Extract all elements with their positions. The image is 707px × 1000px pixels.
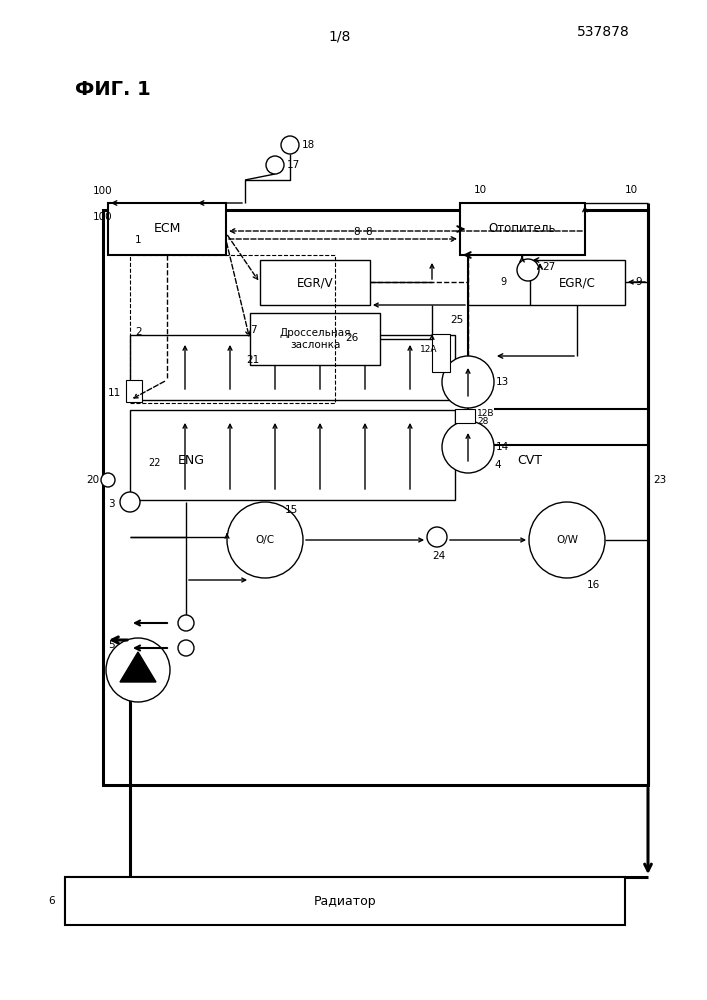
Bar <box>130 410 455 500</box>
Bar <box>530 260 625 305</box>
Text: 12A: 12A <box>420 346 438 355</box>
Text: 24: 24 <box>432 551 445 561</box>
Bar <box>455 409 475 423</box>
Circle shape <box>517 259 539 281</box>
Text: 9: 9 <box>635 277 642 287</box>
Text: ECM: ECM <box>153 223 181 235</box>
Circle shape <box>427 527 447 547</box>
Text: 7: 7 <box>250 325 257 335</box>
Circle shape <box>178 640 194 656</box>
Text: ФИГ. 1: ФИГ. 1 <box>75 80 151 99</box>
Text: EGR/V: EGR/V <box>297 276 333 289</box>
Text: 100: 100 <box>93 186 112 196</box>
Text: 12B: 12B <box>477 408 494 418</box>
Text: Отопитель: Отопитель <box>489 223 556 235</box>
Text: 11: 11 <box>108 388 121 398</box>
Text: O/C: O/C <box>255 535 274 545</box>
Text: 17: 17 <box>287 160 300 170</box>
Circle shape <box>281 136 299 154</box>
Text: 23: 23 <box>653 475 666 485</box>
Text: 6: 6 <box>48 896 54 906</box>
Text: 3: 3 <box>108 499 115 509</box>
Text: ENG: ENG <box>178 454 205 466</box>
Text: 100: 100 <box>93 212 112 222</box>
Text: 1: 1 <box>135 235 141 245</box>
Text: 8: 8 <box>353 227 360 237</box>
Circle shape <box>442 421 494 473</box>
Circle shape <box>101 473 115 487</box>
Bar <box>103 210 648 785</box>
Text: 9: 9 <box>500 277 506 287</box>
Circle shape <box>227 502 303 578</box>
Text: 8: 8 <box>365 227 372 237</box>
Text: 26: 26 <box>345 333 358 343</box>
Bar <box>460 203 585 255</box>
Text: 21: 21 <box>246 355 259 365</box>
Text: Радиатор: Радиатор <box>314 894 376 908</box>
Text: 2: 2 <box>135 327 141 337</box>
Text: 14: 14 <box>496 442 509 452</box>
Text: Дроссельная
заслонка: Дроссельная заслонка <box>279 328 351 350</box>
Bar <box>126 380 142 402</box>
Bar <box>130 335 455 400</box>
Bar <box>130 255 335 403</box>
Text: 4: 4 <box>494 460 501 470</box>
Bar <box>432 334 450 372</box>
Text: 25: 25 <box>450 315 463 325</box>
Text: O/W: O/W <box>556 535 578 545</box>
Bar <box>250 313 380 365</box>
Circle shape <box>120 492 140 512</box>
Text: 22: 22 <box>148 458 160 468</box>
Bar <box>65 877 625 925</box>
Text: 1/8: 1/8 <box>329 30 351 44</box>
Bar <box>108 203 226 255</box>
Circle shape <box>442 356 494 408</box>
Bar <box>260 260 370 305</box>
Text: EGR/C: EGR/C <box>559 276 596 289</box>
Text: 5: 5 <box>108 640 115 650</box>
Circle shape <box>266 156 284 174</box>
Text: 537878: 537878 <box>577 25 630 39</box>
Circle shape <box>106 638 170 702</box>
Circle shape <box>178 615 194 631</box>
Text: 28: 28 <box>477 418 489 426</box>
Text: CVT: CVT <box>518 454 542 466</box>
Text: 20: 20 <box>86 475 99 485</box>
Circle shape <box>529 502 605 578</box>
Polygon shape <box>120 652 156 682</box>
Text: 13: 13 <box>496 377 509 387</box>
Text: 10: 10 <box>474 185 486 195</box>
Text: 16: 16 <box>587 580 600 590</box>
Text: 18: 18 <box>302 140 315 150</box>
Text: 27: 27 <box>542 262 555 272</box>
Text: 15: 15 <box>285 505 298 515</box>
Text: 10: 10 <box>625 185 638 195</box>
